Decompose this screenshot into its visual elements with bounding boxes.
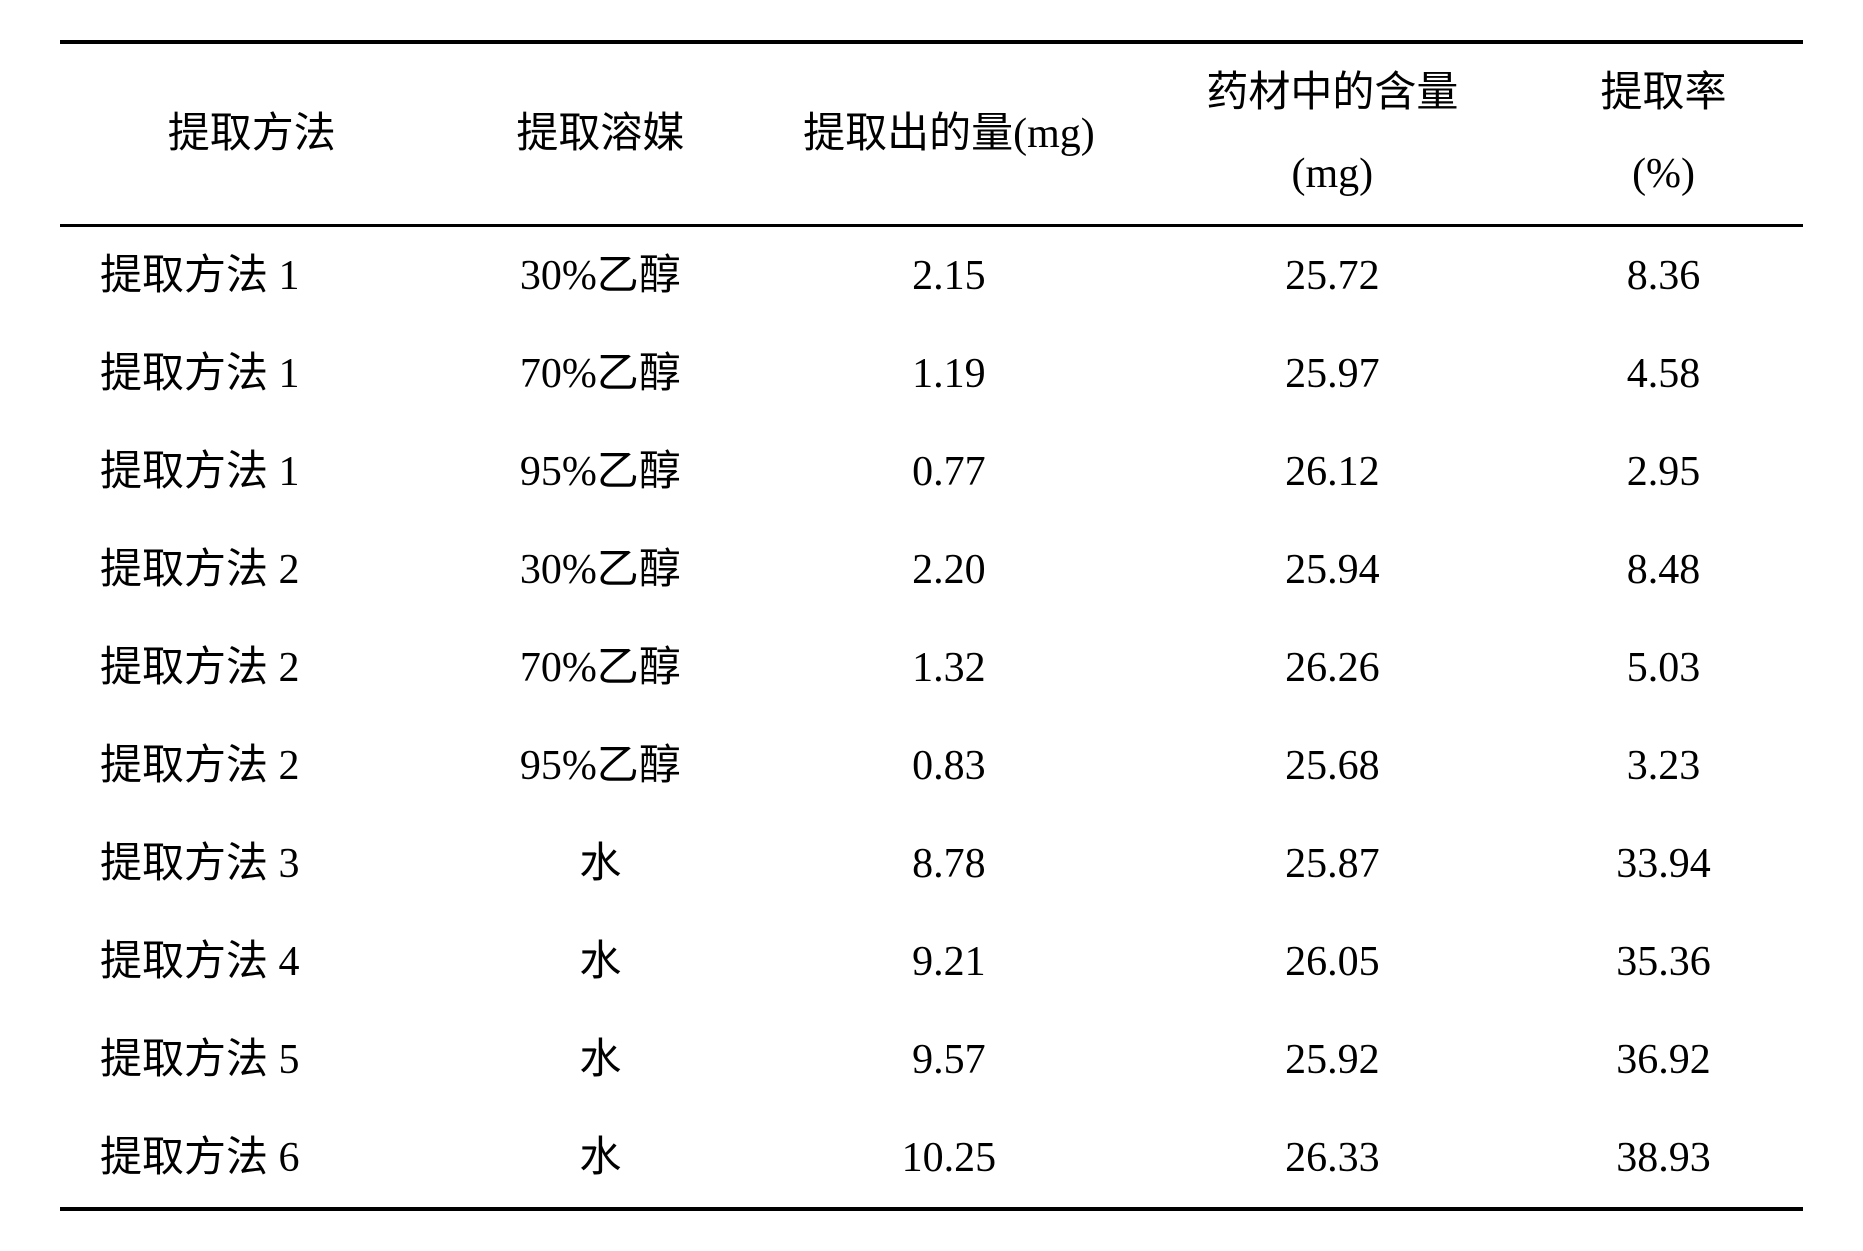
cell-rate: 8.48 [1524, 521, 1803, 619]
col-header-label-line1: 提取率 [1524, 62, 1803, 125]
cell-rate: 8.36 [1524, 226, 1803, 326]
col-header-rate: 提取率 (%) [1524, 42, 1803, 226]
cell-solvent: 水 [443, 1011, 757, 1109]
cell-extracted: 9.57 [757, 1011, 1140, 1109]
cell-solvent: 30%乙醇 [443, 226, 757, 326]
cell-method: 提取方法 5 [60, 1011, 443, 1109]
cell-content: 25.97 [1141, 325, 1524, 423]
col-header-label-line2: (%) [1524, 143, 1803, 206]
cell-extracted: 2.15 [757, 226, 1140, 326]
cell-rate: 33.94 [1524, 815, 1803, 913]
cell-content: 26.26 [1141, 619, 1524, 717]
table-row: 提取方法 195%乙醇0.7726.122.95 [60, 423, 1803, 521]
cell-method: 提取方法 2 [60, 619, 443, 717]
table-body: 提取方法 130%乙醇2.1525.728.36提取方法 170%乙醇1.192… [60, 226, 1803, 1210]
cell-content: 25.68 [1141, 717, 1524, 815]
table-row: 提取方法 230%乙醇2.2025.948.48 [60, 521, 1803, 619]
col-header-label-line2: (mg) [1141, 143, 1524, 206]
cell-solvent: 水 [443, 913, 757, 1011]
col-header-solvent: 提取溶媒 [443, 42, 757, 226]
col-header-label: 提取出的量(mg) [803, 111, 1095, 157]
cell-solvent: 水 [443, 1109, 757, 1209]
cell-content: 26.33 [1141, 1109, 1524, 1209]
cell-method: 提取方法 1 [60, 423, 443, 521]
cell-method: 提取方法 1 [60, 325, 443, 423]
cell-solvent: 水 [443, 815, 757, 913]
table-row: 提取方法 6水10.2526.3338.93 [60, 1109, 1803, 1209]
extraction-table-container: 提取方法 提取溶媒 提取出的量(mg) 药材中的含量 (mg) 提取率 [0, 0, 1863, 1251]
cell-solvent: 70%乙醇 [443, 619, 757, 717]
col-header-label: 提取方法 [168, 111, 336, 157]
col-header-method: 提取方法 [60, 42, 443, 226]
cell-solvent: 95%乙醇 [443, 423, 757, 521]
cell-rate: 2.95 [1524, 423, 1803, 521]
table-row: 提取方法 130%乙醇2.1525.728.36 [60, 226, 1803, 326]
extraction-table: 提取方法 提取溶媒 提取出的量(mg) 药材中的含量 (mg) 提取率 [60, 40, 1803, 1211]
table-row: 提取方法 4水9.2126.0535.36 [60, 913, 1803, 1011]
table-row: 提取方法 295%乙醇0.8325.683.23 [60, 717, 1803, 815]
cell-content: 25.72 [1141, 226, 1524, 326]
cell-rate: 5.03 [1524, 619, 1803, 717]
cell-rate: 3.23 [1524, 717, 1803, 815]
cell-extracted: 0.83 [757, 717, 1140, 815]
table-row: 提取方法 170%乙醇1.1925.974.58 [60, 325, 1803, 423]
cell-extracted: 9.21 [757, 913, 1140, 1011]
cell-rate: 4.58 [1524, 325, 1803, 423]
cell-content: 26.05 [1141, 913, 1524, 1011]
cell-method: 提取方法 3 [60, 815, 443, 913]
cell-extracted: 8.78 [757, 815, 1140, 913]
col-header-content: 药材中的含量 (mg) [1141, 42, 1524, 226]
cell-method: 提取方法 4 [60, 913, 443, 1011]
table-row: 提取方法 5水9.5725.9236.92 [60, 1011, 1803, 1109]
cell-method: 提取方法 1 [60, 226, 443, 326]
cell-solvent: 70%乙醇 [443, 325, 757, 423]
col-header-extracted: 提取出的量(mg) [757, 42, 1140, 226]
cell-solvent: 30%乙醇 [443, 521, 757, 619]
cell-rate: 38.93 [1524, 1109, 1803, 1209]
cell-rate: 36.92 [1524, 1011, 1803, 1109]
cell-method: 提取方法 2 [60, 717, 443, 815]
cell-extracted: 1.32 [757, 619, 1140, 717]
col-header-label: 提取溶媒 [516, 111, 684, 157]
cell-content: 25.94 [1141, 521, 1524, 619]
table-row: 提取方法 3水8.7825.8733.94 [60, 815, 1803, 913]
cell-solvent: 95%乙醇 [443, 717, 757, 815]
cell-method: 提取方法 2 [60, 521, 443, 619]
cell-rate: 35.36 [1524, 913, 1803, 1011]
cell-extracted: 1.19 [757, 325, 1140, 423]
cell-extracted: 0.77 [757, 423, 1140, 521]
cell-extracted: 10.25 [757, 1109, 1140, 1209]
table-header: 提取方法 提取溶媒 提取出的量(mg) 药材中的含量 (mg) 提取率 [60, 42, 1803, 226]
cell-content: 25.92 [1141, 1011, 1524, 1109]
cell-method: 提取方法 6 [60, 1109, 443, 1209]
cell-extracted: 2.20 [757, 521, 1140, 619]
table-header-row: 提取方法 提取溶媒 提取出的量(mg) 药材中的含量 (mg) 提取率 [60, 42, 1803, 226]
cell-content: 25.87 [1141, 815, 1524, 913]
col-header-label-line1: 药材中的含量 [1141, 62, 1524, 125]
cell-content: 26.12 [1141, 423, 1524, 521]
table-row: 提取方法 270%乙醇1.3226.265.03 [60, 619, 1803, 717]
